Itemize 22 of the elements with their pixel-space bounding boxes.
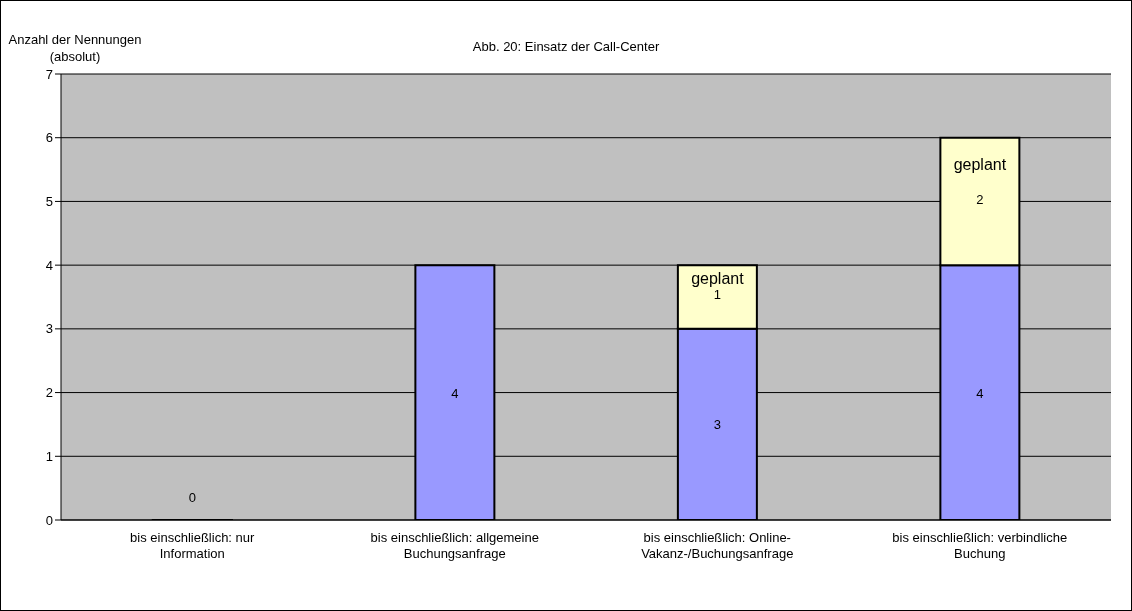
data-label: 1 xyxy=(713,287,721,303)
text: geplant xyxy=(953,155,1007,173)
y-tick-label: 0 xyxy=(45,512,53,528)
y-tick-label: 7 xyxy=(45,66,53,82)
data-label: 2 xyxy=(976,191,984,207)
x-tick-label: bis einschließlich: allgemeine Buchungsanfrage xyxy=(370,530,539,561)
y-tick-label: 6 xyxy=(45,130,53,146)
x-tick-label: bis einschließlich: verbindliche Buchung xyxy=(892,530,1068,561)
data-label: 0 xyxy=(188,489,196,505)
data-label: 4 xyxy=(976,385,984,401)
data-label: 3 xyxy=(713,417,721,433)
data-label: 4 xyxy=(451,385,459,401)
y-tick-label: 3 xyxy=(45,321,53,337)
y-axis-title: Anzahl der Nennungen (absolut) xyxy=(7,31,143,65)
x-tick-label: bis einschließlich: nur Information xyxy=(130,530,256,561)
series-label: geplant xyxy=(691,270,745,288)
x-tick-label: bis einschließlich: Online-Vakanz-/Buchungsanfrage xyxy=(641,530,794,561)
y-tick-label: 2 xyxy=(45,385,53,401)
y-tick-label: 4 xyxy=(45,257,53,273)
y-tick-label: 1 xyxy=(45,448,53,464)
y-tick-label: 5 xyxy=(45,194,53,210)
chart-title: Abb. 20: Einsatz der Call-Center xyxy=(472,39,660,54)
